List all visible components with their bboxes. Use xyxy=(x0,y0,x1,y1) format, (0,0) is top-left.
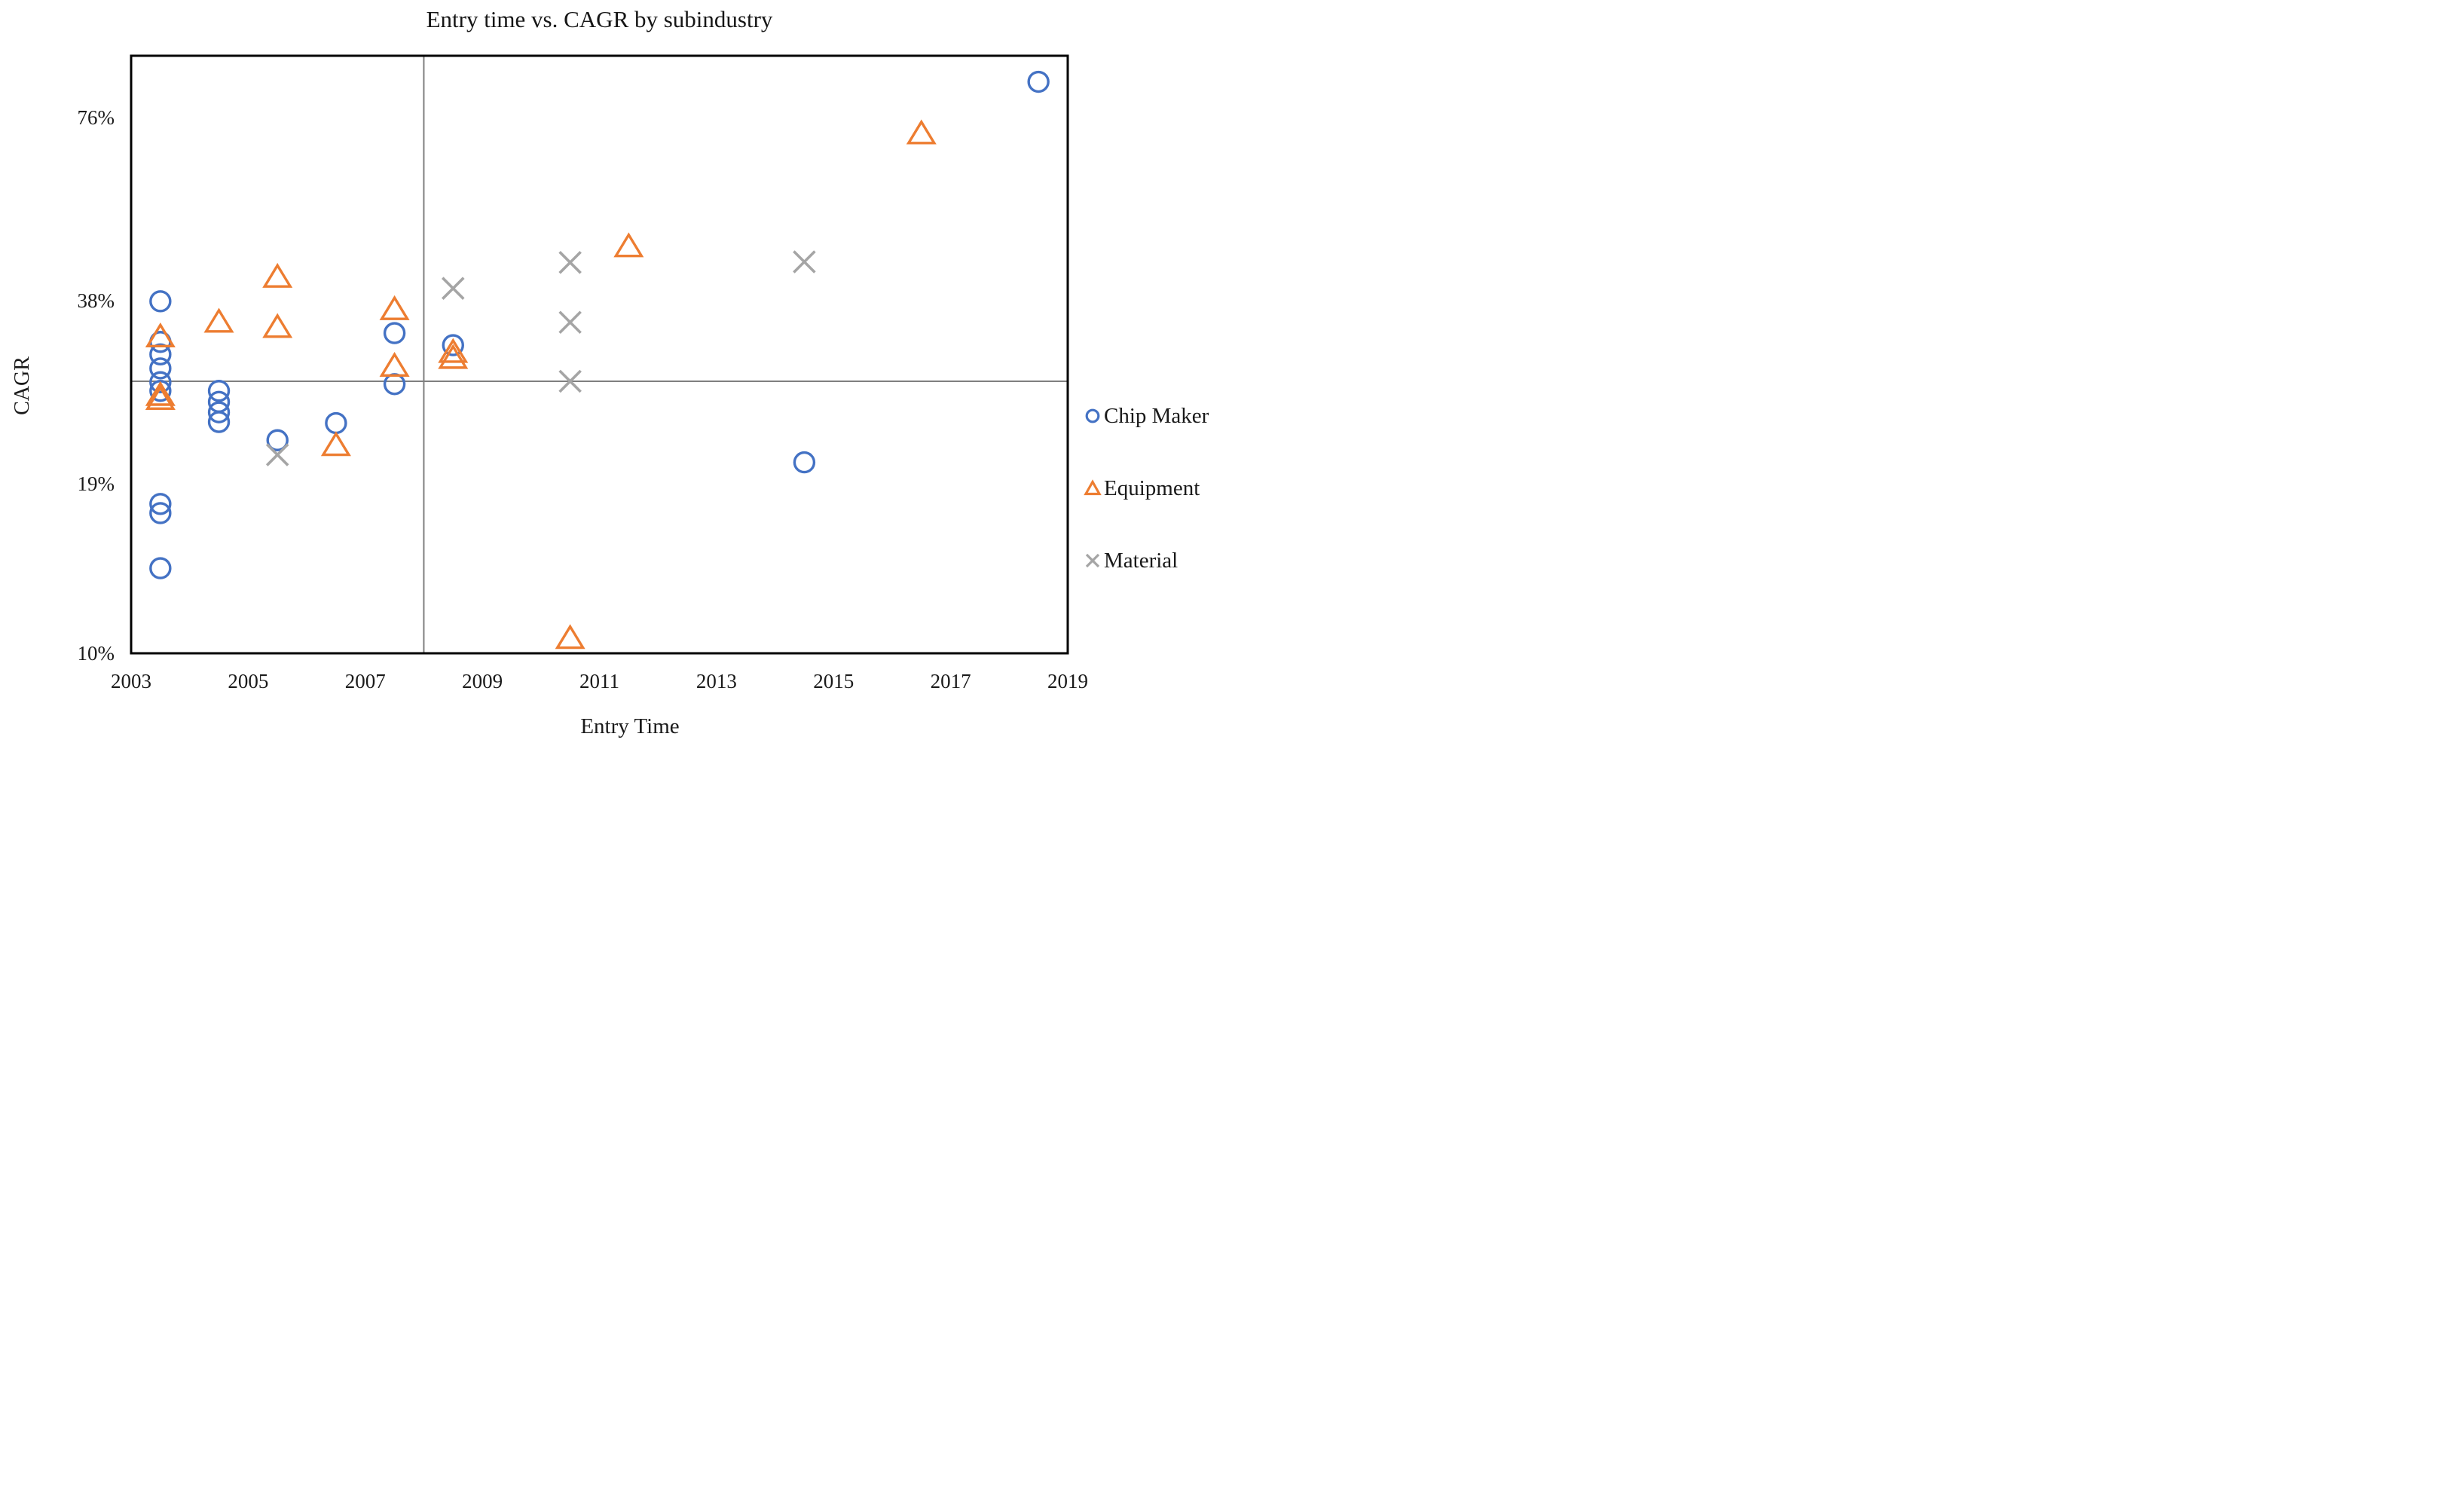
y-axis-title: CAGR xyxy=(11,356,34,415)
chip-maker-point xyxy=(149,502,172,524)
x-tick-label: 2005 xyxy=(228,670,269,692)
equipment-point xyxy=(145,385,176,411)
legend: Chip Maker Equipment Material xyxy=(1084,402,1209,619)
equipment-marker-icon xyxy=(1084,479,1102,496)
chip-maker-point xyxy=(207,411,231,433)
equipment-point xyxy=(203,307,234,333)
chip-maker-point xyxy=(149,343,172,366)
chip-maker-point xyxy=(1027,70,1050,93)
legend-label: Material xyxy=(1104,548,1179,573)
chip-maker-point xyxy=(149,357,172,380)
x-axis-title: Entry Time xyxy=(580,714,680,738)
chip-maker-point xyxy=(149,290,172,313)
x-tick-label: 2009 xyxy=(462,670,503,692)
equipment-point xyxy=(262,262,293,288)
x-tick-label: 2019 xyxy=(1047,670,1088,692)
material-point xyxy=(265,443,289,466)
x-tick-label: 2003 xyxy=(111,670,151,692)
material-point xyxy=(442,277,465,300)
equipment-point xyxy=(613,232,644,258)
y-tick-label: 10% xyxy=(77,642,115,665)
material-point xyxy=(558,251,582,274)
legend-label: Chip Maker xyxy=(1104,403,1209,428)
chip-maker-point xyxy=(149,557,172,579)
chip-maker-point xyxy=(207,380,231,402)
equipment-point xyxy=(555,624,585,650)
chip-maker-point xyxy=(266,429,289,451)
legend-label: Equipment xyxy=(1104,475,1200,500)
chip-maker-point xyxy=(442,334,464,356)
legend-item-equipment: Equipment xyxy=(1084,475,1209,502)
equipment-point xyxy=(145,381,176,406)
legend-item-material: Material xyxy=(1084,547,1209,574)
x-tick-label: 2013 xyxy=(695,670,737,692)
chip-maker-marker-icon xyxy=(1085,408,1100,423)
equipment-point xyxy=(438,344,469,369)
scatter-chart: Entry time vs. CAGR by subindustry CAGR … xyxy=(0,0,1232,754)
x-tick-label: 2007 xyxy=(344,670,386,692)
x-tick-label: 2017 xyxy=(930,670,971,692)
y-tick-label: 76% xyxy=(77,105,115,129)
equipment-point xyxy=(438,338,469,363)
material-marker-icon xyxy=(1085,553,1100,568)
equipment-point xyxy=(262,313,293,338)
material-point xyxy=(558,310,582,335)
equipment-point xyxy=(379,295,410,320)
chip-maker-point xyxy=(149,371,172,393)
x-tick-label: 2015 xyxy=(813,670,854,692)
chip-maker-point xyxy=(325,411,347,435)
chip-maker-point xyxy=(383,373,406,396)
y-tick-label: 19% xyxy=(77,472,115,495)
y-tick-label: 38% xyxy=(77,289,115,312)
equipment-point xyxy=(379,352,410,378)
chip-maker-point xyxy=(207,401,231,423)
chart-title: Entry time vs. CAGR by subindustry xyxy=(426,6,773,32)
material-point xyxy=(793,250,816,274)
legend-item-chip-maker: Chip Maker xyxy=(1084,402,1209,429)
material-point xyxy=(558,369,582,393)
chip-maker-point xyxy=(383,322,406,344)
chip-maker-point xyxy=(793,451,816,474)
chip-maker-point xyxy=(149,493,172,515)
x-tick-label: 2011 xyxy=(579,670,619,692)
plot-area xyxy=(130,54,1069,655)
equipment-point xyxy=(320,431,351,457)
equipment-point xyxy=(906,119,937,145)
plot-frame xyxy=(130,54,1069,655)
equipment-point xyxy=(145,322,176,347)
